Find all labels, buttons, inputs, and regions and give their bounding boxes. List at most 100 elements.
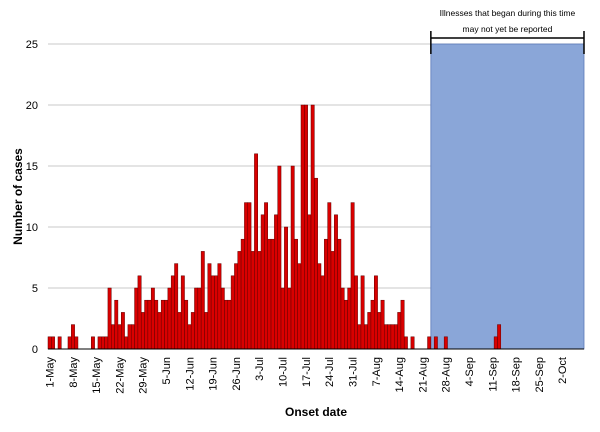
bar	[227, 299, 232, 350]
x-tick-label: 19-Jun	[208, 357, 220, 391]
bar	[344, 299, 348, 350]
bar	[154, 299, 159, 350]
bar	[294, 238, 298, 350]
bar	[340, 287, 345, 350]
bar	[307, 214, 312, 350]
bar	[267, 238, 272, 350]
x-tick-label: 29-May	[138, 357, 150, 394]
bar	[260, 214, 265, 350]
bar	[230, 275, 235, 350]
x-tick-label: 3-Jul	[254, 357, 266, 381]
bar	[387, 324, 392, 350]
x-tick-label: 24-Jul	[324, 357, 336, 387]
bar	[244, 202, 249, 350]
bar	[390, 324, 395, 350]
x-tick-label: 15-May	[91, 357, 103, 394]
bar	[160, 299, 165, 350]
reporting-delay-annotation: Illnesses that began during this time ma…	[430, 8, 585, 54]
bar	[234, 263, 239, 350]
bar	[374, 275, 378, 350]
bar	[111, 324, 115, 350]
x-tick-label: 25-Sep	[534, 357, 546, 392]
bar	[403, 336, 408, 350]
x-tick-label: 12-Jun	[184, 357, 196, 391]
bar	[130, 324, 135, 350]
bar	[264, 202, 268, 350]
bar	[47, 336, 52, 350]
bar	[217, 263, 222, 350]
bar	[101, 336, 105, 350]
bar	[157, 312, 162, 350]
bar	[164, 299, 169, 350]
y-tick-label: 20	[26, 100, 38, 112]
bar	[194, 287, 199, 350]
bar	[170, 275, 175, 350]
bar	[240, 238, 245, 350]
bar	[210, 275, 215, 350]
bar	[254, 153, 258, 350]
bar	[200, 251, 205, 350]
bar	[397, 312, 402, 350]
bar	[220, 287, 225, 350]
bar	[91, 336, 95, 350]
bar	[383, 324, 388, 350]
bar	[67, 336, 72, 350]
x-tick-label: 11-Sep	[487, 357, 499, 392]
bar	[144, 299, 149, 350]
bar	[187, 324, 192, 350]
bar	[237, 251, 242, 350]
bar	[114, 299, 119, 350]
bar	[57, 336, 62, 350]
y-tick-label: 0	[32, 344, 38, 356]
y-axis-title: Number of cases	[11, 148, 25, 245]
reporting-delay-region	[430, 43, 585, 350]
x-tick-label: 14-Aug	[394, 357, 406, 392]
x-tick-label: 7-Aug	[371, 357, 383, 386]
y-tick-label: 5	[32, 283, 38, 295]
y-tick-label: 25	[26, 39, 38, 51]
x-tick-label: 5-Jun	[161, 357, 173, 385]
bar	[147, 299, 152, 350]
bar	[354, 275, 358, 350]
bar	[247, 202, 252, 350]
x-ticks: 1-May 8-May 15-May 22-May 29-May 5-Jun 12-Jun 1…	[45, 357, 570, 394]
bar	[167, 287, 172, 350]
bar	[51, 336, 55, 350]
bar	[400, 299, 405, 350]
bar	[337, 238, 342, 350]
y-ticks: 0 5 10 15 20 25	[26, 39, 38, 356]
bar	[204, 312, 209, 350]
bar	[297, 263, 302, 350]
x-axis-title: Onset date	[285, 405, 347, 419]
bar	[174, 263, 179, 350]
bar	[150, 287, 155, 350]
bar	[284, 226, 288, 350]
bar	[317, 263, 322, 350]
bar	[274, 214, 278, 350]
bar	[360, 275, 365, 350]
bar	[427, 336, 432, 350]
bar	[137, 275, 142, 350]
bar	[107, 287, 112, 350]
bar	[377, 312, 382, 350]
bar	[304, 104, 308, 350]
bar	[350, 202, 355, 350]
bar	[280, 287, 285, 350]
bar	[117, 324, 122, 350]
bar	[334, 214, 338, 350]
bar	[71, 324, 75, 350]
x-tick-label: 8-May	[68, 357, 80, 388]
bar	[97, 336, 102, 350]
bar	[493, 336, 498, 350]
bar	[134, 287, 139, 350]
bar	[224, 299, 229, 350]
y-tick-label: 15	[26, 161, 38, 173]
bar	[124, 336, 129, 350]
bar	[314, 177, 318, 350]
x-tick-label: 2-Oct	[557, 357, 569, 384]
annotation-line-1: Illnesses that began during this time	[440, 8, 576, 18]
bar	[324, 238, 328, 350]
x-tick-label: 31-Jul	[347, 357, 359, 387]
bar	[177, 312, 182, 350]
